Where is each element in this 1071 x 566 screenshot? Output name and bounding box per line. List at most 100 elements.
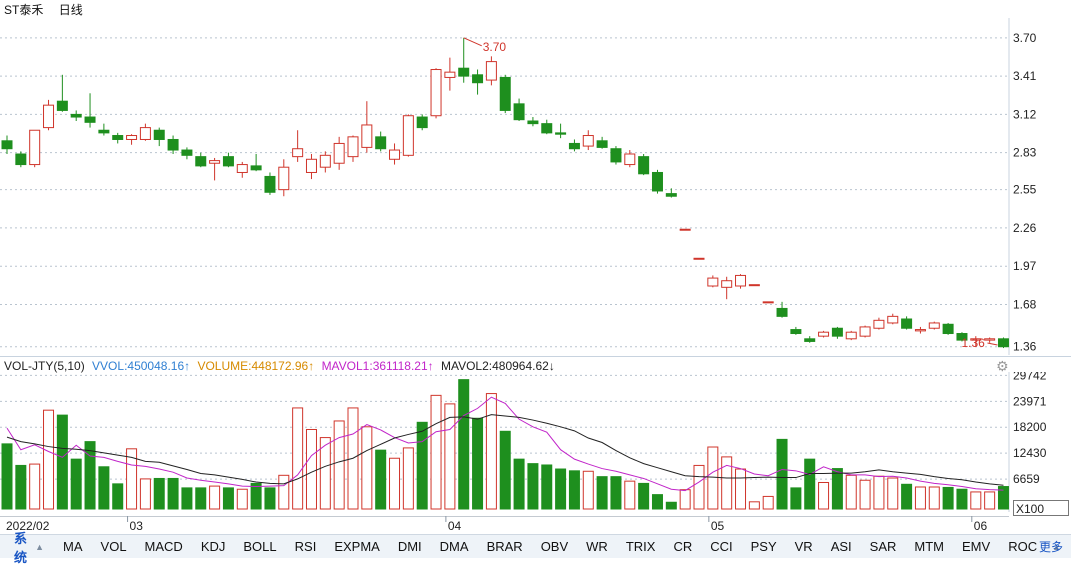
volume-bar bbox=[319, 437, 331, 510]
volume-bar bbox=[928, 486, 940, 510]
candle-body bbox=[665, 193, 677, 197]
volume-bar bbox=[527, 463, 539, 510]
indicator-expma[interactable]: EXPMA bbox=[334, 539, 380, 554]
volume-bar-chart[interactable]: 29742 23971 18200 12430 6659 bbox=[0, 372, 1071, 512]
candle-body bbox=[831, 327, 843, 337]
volume-bar bbox=[1, 443, 13, 510]
volume-bar bbox=[624, 480, 636, 510]
stock-name: ST泰禾 bbox=[4, 3, 44, 17]
indicator-vol[interactable]: VOL bbox=[100, 539, 127, 554]
candle-body bbox=[638, 156, 650, 175]
volume-bar bbox=[873, 475, 885, 510]
indicator-psy[interactable]: PSY bbox=[750, 539, 777, 554]
candle-body bbox=[527, 120, 539, 125]
candle-body bbox=[195, 156, 207, 167]
price-tick-label: 2.26 bbox=[1013, 221, 1037, 235]
indicator-macd[interactable]: MACD bbox=[144, 539, 183, 554]
candle-body bbox=[748, 284, 760, 287]
price-tick-label: 1.68 bbox=[1013, 297, 1037, 311]
candle-body bbox=[942, 323, 954, 335]
volume-bar bbox=[887, 477, 899, 510]
indicator-wr[interactable]: WR bbox=[586, 539, 608, 554]
more-link[interactable]: 更多 bbox=[1038, 540, 1063, 554]
panel-divider bbox=[0, 356, 1071, 357]
volume-tick-label: 29742 bbox=[1013, 372, 1047, 382]
volume-bar bbox=[845, 474, 857, 510]
price-tick-label: 3.41 bbox=[1013, 69, 1037, 83]
indicator-vr[interactable]: VR bbox=[794, 539, 813, 554]
indicator-sar[interactable]: SAR bbox=[869, 539, 897, 554]
volume-bar bbox=[167, 477, 179, 510]
volume-bar bbox=[735, 468, 747, 510]
volume-bar bbox=[222, 487, 234, 510]
candle-body bbox=[845, 331, 857, 340]
candle-body bbox=[153, 129, 165, 140]
candle-body bbox=[167, 138, 179, 151]
indicator-dma[interactable]: DMA bbox=[439, 539, 469, 554]
volume-bar bbox=[638, 482, 650, 510]
indicator-mtm[interactable]: MTM bbox=[914, 539, 945, 554]
date-label: 06 bbox=[974, 519, 988, 533]
volume-bar bbox=[776, 438, 788, 510]
indicator-rsi[interactable]: RSI bbox=[294, 539, 317, 554]
indicator-kdj[interactable]: KDJ bbox=[200, 539, 226, 554]
volume-bar bbox=[236, 488, 248, 510]
volume-bar bbox=[721, 456, 733, 510]
candle-body bbox=[804, 338, 816, 342]
volume-bar bbox=[901, 483, 913, 510]
indicator-cci[interactable]: CCI bbox=[710, 539, 733, 554]
volume-bar bbox=[278, 474, 290, 510]
price-tick-label: 1.36 bbox=[1013, 340, 1037, 354]
volume-bar bbox=[762, 495, 774, 510]
price-candlestick-chart[interactable]: 3.70 3.41 3.12 2.83 2.55 2.26 1.97 1.68 1.36 3.70… bbox=[0, 18, 1071, 355]
price-tick-label: 1.97 bbox=[1013, 259, 1037, 273]
candle-body bbox=[389, 149, 401, 160]
gear-icon[interactable]: ⚙ bbox=[996, 358, 1009, 374]
volume-legend: VOL-JTY(5,10) VVOL:450048.16↑ VOLUME:448… bbox=[4, 359, 559, 373]
indicator-roc[interactable]: ROC bbox=[1008, 539, 1038, 554]
indicator-brar[interactable]: BRAR bbox=[486, 539, 523, 554]
indicator-trix[interactable]: TRIX bbox=[625, 539, 656, 554]
candle-body bbox=[472, 74, 484, 84]
indicator-emv[interactable]: EMV bbox=[962, 539, 991, 554]
volume-bar bbox=[153, 477, 165, 510]
candle-body bbox=[790, 329, 802, 335]
date-label: 03 bbox=[130, 519, 144, 533]
candle-body bbox=[56, 100, 68, 111]
candle-body bbox=[707, 277, 719, 287]
triangle-up-icon[interactable]: ▲ bbox=[35, 541, 45, 552]
indicator-boll[interactable]: BOLL bbox=[243, 539, 277, 554]
triangle-up-icon[interactable]: ▲ bbox=[1052, 541, 1061, 552]
candle-body bbox=[250, 165, 262, 171]
candle-body bbox=[361, 124, 373, 148]
candle-body bbox=[499, 76, 511, 111]
volume-bar bbox=[804, 458, 816, 510]
candle-body bbox=[375, 136, 387, 150]
candle-body bbox=[222, 156, 234, 167]
system-tab[interactable]: 系统 bbox=[14, 530, 28, 565]
volume-bar bbox=[250, 482, 262, 510]
candle-body bbox=[693, 257, 705, 260]
mavol1-value: MAVOL1:361118.21↑ bbox=[321, 359, 434, 373]
candle-body bbox=[735, 274, 747, 287]
volume-bar bbox=[56, 414, 68, 510]
candle-body bbox=[873, 319, 885, 329]
candle-body bbox=[402, 115, 414, 156]
candle-body bbox=[416, 116, 428, 129]
volume-bar bbox=[942, 486, 954, 510]
volume-bar bbox=[679, 489, 691, 510]
candle-body bbox=[776, 307, 788, 317]
volume-bar bbox=[112, 483, 124, 510]
indicator-cr[interactable]: CR bbox=[673, 539, 693, 554]
indicator-asi[interactable]: ASI bbox=[830, 539, 852, 554]
candle-body bbox=[859, 326, 871, 337]
candle-body bbox=[887, 315, 899, 324]
candle-body bbox=[555, 132, 567, 135]
indicator-ma[interactable]: MA bbox=[63, 539, 83, 554]
indicator-obv[interactable]: OBV bbox=[540, 539, 569, 554]
indicator-dmi[interactable]: DMI bbox=[397, 539, 422, 554]
candle-body bbox=[319, 154, 331, 168]
candle-body bbox=[997, 338, 1009, 348]
volume-bar bbox=[15, 464, 27, 510]
volume-bar bbox=[181, 487, 193, 510]
